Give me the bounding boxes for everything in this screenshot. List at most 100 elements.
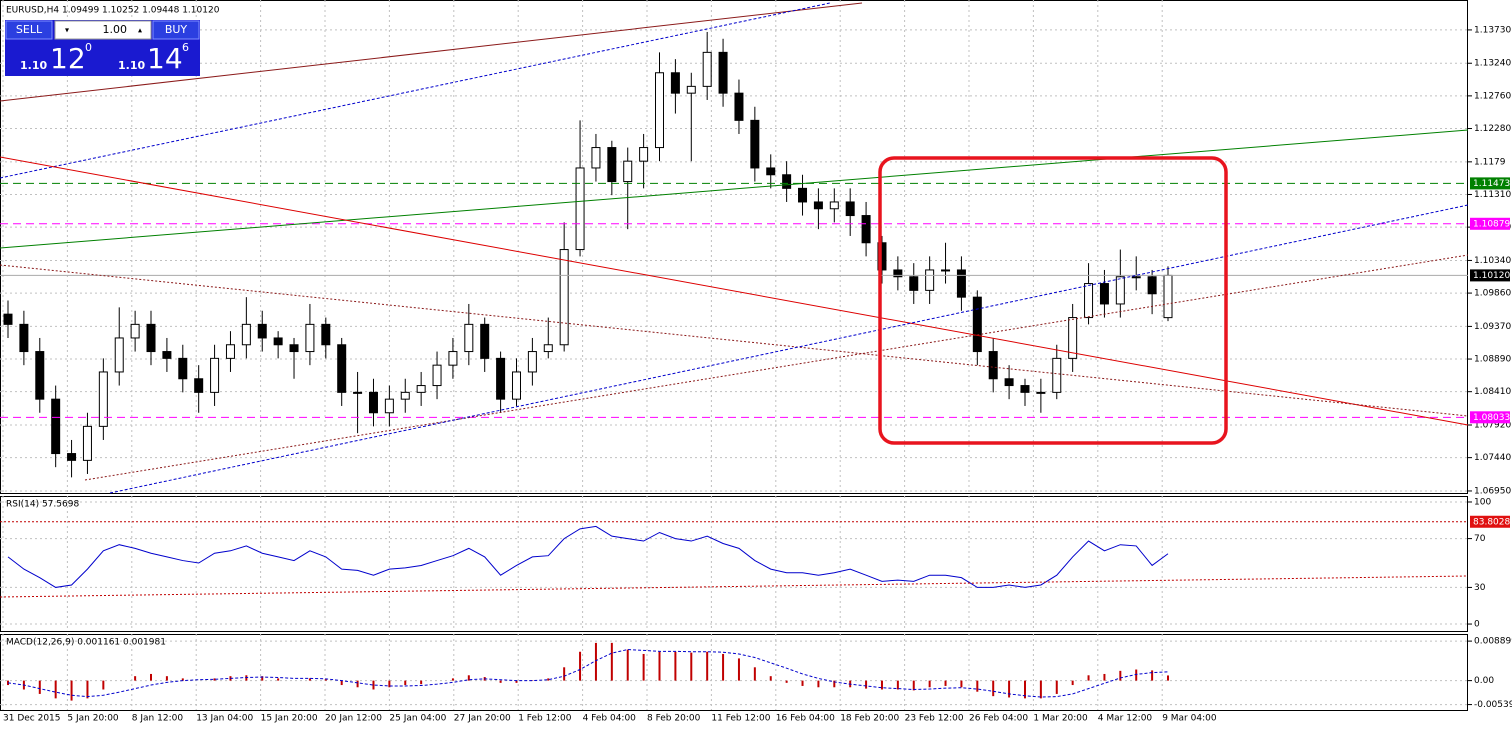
y-tick-label: 0.008899 <box>1474 637 1512 647</box>
rsi-trend-line <box>0 575 1469 598</box>
macd-frame <box>0 634 1468 711</box>
candle-body <box>1004 378 1014 387</box>
price-label: 1.10879 <box>1473 219 1510 229</box>
y-tick-label: 1.09370 <box>1474 322 1511 332</box>
candle-body <box>813 201 823 210</box>
y-tick-label: 1.10340 <box>1474 256 1511 266</box>
candle-body <box>98 371 108 427</box>
candle-body <box>241 323 251 346</box>
candle-body <box>146 323 156 353</box>
y-tick-label: 70 <box>1474 534 1486 544</box>
header: EURUSD,H4 1.09499 1.10252 1.09448 1.1012… <box>6 6 220 16</box>
x-tick-label: 23 Feb 12:00 <box>905 714 964 724</box>
candle-body <box>257 323 267 339</box>
y-tick-label: 1.07920 <box>1474 421 1511 431</box>
candle-body <box>1084 283 1094 319</box>
candle-body <box>718 51 728 94</box>
x-tick-label: 13 Jan 04:00 <box>196 714 253 724</box>
y-tick-label: 1.08890 <box>1474 355 1511 365</box>
x-tick-label: 4 Feb 04:00 <box>583 714 637 724</box>
candle-body <box>623 160 633 183</box>
trend-line <box>0 264 1469 417</box>
lots-input[interactable] <box>54 20 152 40</box>
candle-body <box>1163 274 1173 319</box>
trend-line <box>109 204 1469 494</box>
main-frame <box>0 0 1468 494</box>
candle-body <box>337 344 347 393</box>
candle-body <box>273 337 283 346</box>
x-tick-label: 1 Feb 12:00 <box>518 714 572 724</box>
candle-body <box>19 323 29 353</box>
candle-body <box>1099 283 1109 305</box>
buy-label: BUY <box>165 23 188 36</box>
candle-body <box>798 187 808 203</box>
candle-body <box>368 391 378 414</box>
sell-frac: 0 <box>85 41 92 54</box>
candle-body <box>861 215 871 244</box>
candle-body <box>114 337 124 373</box>
trend-line <box>0 156 1469 426</box>
trend-line <box>0 2 863 102</box>
price-label-box <box>1470 269 1510 282</box>
frames <box>0 0 1468 711</box>
candle-body <box>893 269 903 278</box>
y-tick-label: 30 <box>1474 583 1486 593</box>
y-tick-label: 0.00 <box>1474 676 1494 686</box>
candle-body <box>607 147 617 183</box>
sell-button[interactable] <box>5 20 53 40</box>
candle-body <box>877 242 887 271</box>
price-label-box <box>1470 411 1510 424</box>
highlight-box <box>878 156 1228 445</box>
x-tick-label: 11 Feb 12:00 <box>711 714 770 724</box>
trend-lines <box>0 2 1469 598</box>
trade-panel: SELL ▾ ▴ 1.00 BUY 1.10 12 0 1.10 14 6 <box>5 20 200 76</box>
candle-body <box>1115 276 1125 305</box>
candle-body <box>750 119 760 169</box>
candle-body <box>384 398 394 414</box>
price-label: 1.11473 <box>1473 179 1510 189</box>
rsi-level-label: 83.8028 <box>1473 517 1510 527</box>
buy-button[interactable] <box>152 20 200 40</box>
candle-body <box>782 174 792 189</box>
candle-body <box>670 72 680 94</box>
candle-body <box>353 391 363 394</box>
candle-body <box>686 85 696 94</box>
x-tick-label: 18 Feb 20:00 <box>840 714 899 724</box>
candle-body <box>130 323 140 339</box>
x-tick-label: 20 Jan 12:00 <box>325 714 382 724</box>
rsi-level-box <box>1470 515 1510 528</box>
candle-body <box>941 269 951 272</box>
candle-body <box>527 351 537 373</box>
candle-body <box>655 72 665 149</box>
candle-body <box>575 167 585 251</box>
price-label-box <box>1470 177 1510 190</box>
candle-body <box>496 357 506 400</box>
spin-down[interactable]: ▾ <box>65 26 69 35</box>
y-tick-label: 1.12280 <box>1474 124 1511 134</box>
data-layer <box>0 0 1468 710</box>
trend-line <box>0 129 1469 249</box>
candle-body <box>480 323 490 359</box>
candle-body <box>432 364 442 387</box>
spin-up[interactable]: ▴ <box>138 26 142 35</box>
y-tick-label: 100 <box>1474 497 1491 507</box>
candle-body <box>448 351 458 366</box>
sell-pips: 12 <box>50 42 86 75</box>
trend-line <box>0 2 831 179</box>
candle-body <box>289 344 299 353</box>
y-tick-label: 1.07440 <box>1474 453 1511 463</box>
candle-body <box>67 453 77 461</box>
candle-body <box>734 92 744 121</box>
x-tick-label: 25 Jan 04:00 <box>389 714 446 724</box>
candle-body <box>51 398 61 455</box>
candle-body <box>702 51 712 87</box>
x-tick-label: 16 Feb 04:00 <box>776 714 835 724</box>
sell-label: SELL <box>16 23 43 36</box>
y-tick-label: 1.12760 <box>1474 91 1511 101</box>
price-label: 1.08033 <box>1473 413 1510 423</box>
candle-body <box>3 313 13 325</box>
sell-big: 1.10 <box>20 59 47 72</box>
x-tick-label: 5 Jan 20:00 <box>67 714 119 724</box>
candle-body <box>909 276 919 291</box>
